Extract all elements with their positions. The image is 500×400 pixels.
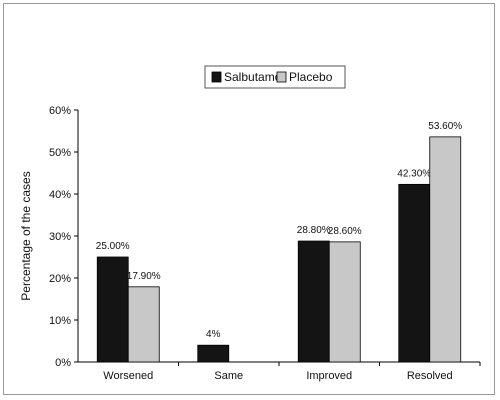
- y-tick-label: 30%: [49, 231, 71, 243]
- x-tick-label: Worsened: [103, 370, 153, 382]
- bar-salbutamol-worsened: [96, 256, 129, 363]
- bar-placebo-resolved: [429, 136, 462, 363]
- data-label: 28.80%: [297, 225, 331, 236]
- y-tick-label: 60%: [49, 105, 71, 117]
- x-tick-label: Improved: [306, 370, 352, 382]
- x-tick-label: Same: [214, 370, 243, 382]
- y-tick-label: 40%: [49, 189, 71, 201]
- legend-box: [204, 65, 346, 89]
- bar-salbutamol-improved: [297, 240, 330, 363]
- legend-label-placebo: Placebo: [289, 70, 333, 84]
- legend-swatch-placebo: [276, 71, 287, 83]
- data-label: 17.90%: [127, 271, 161, 282]
- bar-salbutamol-same: [197, 344, 230, 363]
- bar-salbutamol-resolved: [398, 183, 431, 363]
- x-axis: Worsened Same Improved Resolved: [103, 362, 481, 382]
- data-label: 4%: [206, 329, 221, 340]
- data-label: 53.60%: [428, 121, 462, 132]
- legend: Salbutamol Placebo: [204, 65, 346, 89]
- y-tick-label: 50%: [49, 147, 71, 159]
- legend-label-salbutamol: Salbutamol: [224, 70, 284, 84]
- y-tick-label: 20%: [49, 273, 71, 285]
- bar-placebo-worsened: [127, 286, 160, 363]
- x-tick-label: Resolved: [407, 370, 453, 382]
- data-label: 28.60%: [328, 226, 362, 237]
- y-axis-title: Percentage of the cases: [19, 171, 33, 300]
- bars-group: 25.00% 17.90% 4% 28.80%28.60% 42.30% 53.60%: [96, 121, 462, 363]
- data-label: 25.00%: [96, 241, 130, 252]
- data-label: 42.30%: [397, 168, 431, 179]
- y-tick-label: 0%: [55, 357, 71, 369]
- bar-placebo-improved: [328, 241, 361, 363]
- legend-swatch-salbutamol: [211, 71, 222, 83]
- y-tick-label: 10%: [49, 315, 71, 327]
